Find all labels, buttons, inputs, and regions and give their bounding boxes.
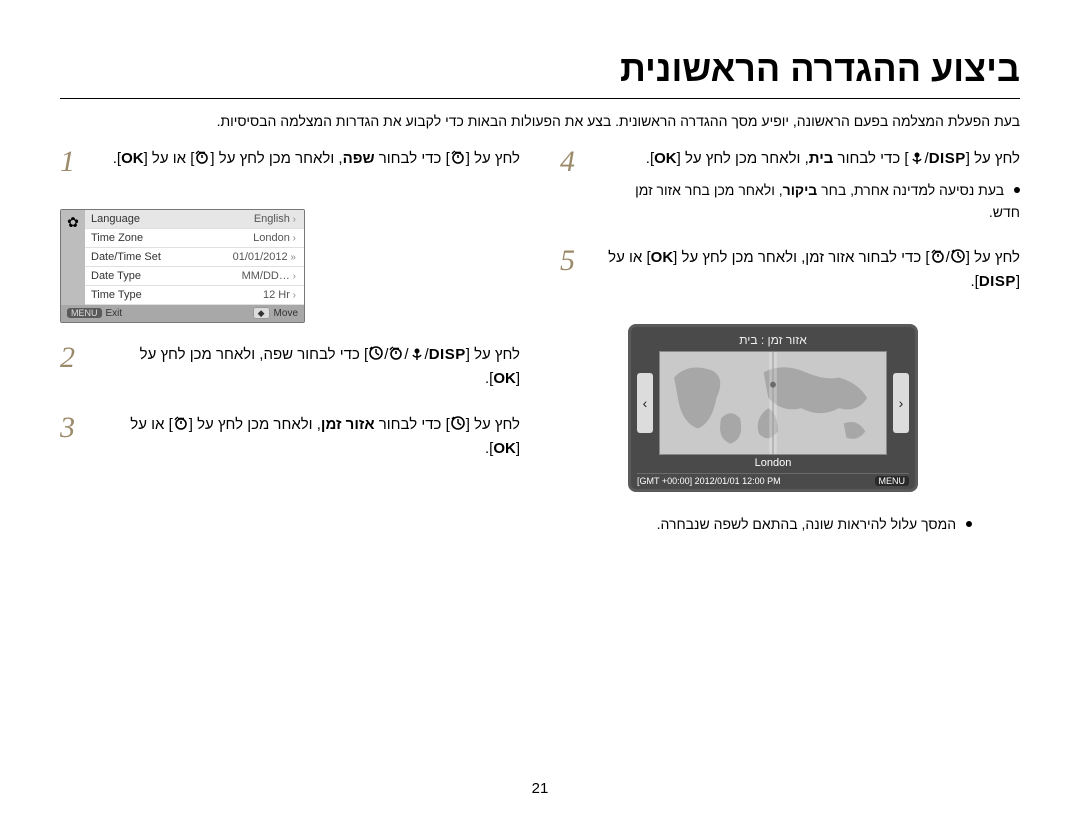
menu-row[interactable]: Date/Time Set 01/01/2012 <box>85 248 304 267</box>
menu-row-value: English <box>254 213 296 225</box>
menu-row-value: 12 Hr <box>263 289 296 301</box>
step-text: לחץ על [] כדי לבחור שפה, ולאחר מכן לחץ ע… <box>108 147 520 171</box>
key-icon <box>950 249 966 266</box>
menu-row[interactable]: Language English <box>85 210 304 229</box>
step-text: לחץ על [] כדי לבחור אזור זמן, ולאחר מכן … <box>108 413 520 461</box>
step-3: 3 לחץ על [] כדי לבחור אזור זמן, ולאחר מכן… <box>60 413 520 461</box>
next-zone-button[interactable]: › <box>893 373 909 433</box>
camera-settings-menu: ✿ Language English Time Zone London Date/Time… <box>60 209 305 323</box>
step-4: 4 לחץ על [DISP/] כדי לבחור בית, ולאחר מכן… <box>560 147 1020 224</box>
step-text: לחץ על [/] כדי לבחור אזור זמן, ולאחר מכן… <box>608 246 1020 294</box>
timezone-label: אזור זמן : בית <box>637 333 909 347</box>
step-number: 3 <box>60 413 92 443</box>
menu-row-label: Date/Time Set <box>91 251 161 263</box>
menu-row-label: Time Type <box>91 289 142 301</box>
key-icon <box>930 249 946 266</box>
key-icon <box>909 150 925 167</box>
timezone-status-left: [GMT +00:00] 2012/01/01 12:00 PM <box>637 476 781 486</box>
gear-icon: ✿ <box>61 210 85 305</box>
menu-badge[interactable]: MENU <box>875 476 910 486</box>
world-map <box>659 351 887 455</box>
step-number: 4 <box>560 147 592 177</box>
key-icon <box>194 150 210 167</box>
page-title: ביצוע ההגדרה הראשונית <box>60 48 1020 90</box>
menu-row[interactable]: Date Type MM/DD… <box>85 267 304 286</box>
key-icon <box>450 416 466 433</box>
step-number: 1 <box>60 147 92 177</box>
step-text: לחץ על [DISP///] כדי לבחור שפה, ולאחר מכ… <box>108 343 520 391</box>
menu-exit[interactable]: MENUExit <box>67 308 122 319</box>
prev-zone-button[interactable]: ‹ <box>637 373 653 433</box>
page-number: 21 <box>0 780 1080 797</box>
timezone-world-panel: אזור זמן : בית ‹ › London [GMT +00:00] 2012/… <box>628 324 918 492</box>
menu-row-value: London <box>253 232 296 244</box>
menu-row-label: Time Zone <box>91 232 143 244</box>
menu-row-label: Date Type <box>91 270 141 282</box>
menu-row-value: MM/DD… <box>242 270 296 282</box>
map-note: המסך עלול להיראות שונה, בהתאם לשפה שנבחר… <box>560 516 972 532</box>
step-text: לחץ על [DISP/] כדי לבחור בית, ולאחר מכן … <box>608 147 1020 224</box>
menu-row-label: Language <box>91 213 140 225</box>
step-2: 2 לחץ על [DISP///] כדי לבחור שפה, ולאחר מ… <box>60 343 520 391</box>
menu-move[interactable]: ◆Move <box>253 308 298 319</box>
key-icon <box>368 346 384 363</box>
key-icon <box>173 416 189 433</box>
selected-city: London <box>637 457 909 469</box>
menu-row[interactable]: Time Zone London <box>85 229 304 248</box>
step-number: 5 <box>560 246 592 276</box>
key-icon <box>450 150 466 167</box>
step-5: 5 לחץ על [/] כדי לבחור אזור זמן, ולאחר מכ… <box>560 246 1020 294</box>
menu-row[interactable]: Time Type 12 Hr <box>85 286 304 305</box>
menu-row-value: 01/01/2012 <box>233 251 296 263</box>
key-icon <box>409 346 425 363</box>
intro-text: בעת הפעלת המצלמה בפעם הראשונה, יופיע מסך… <box>60 113 1020 129</box>
step-1: 1 לחץ על [] כדי לבחור שפה, ולאחר מכן לחץ … <box>60 147 520 177</box>
step-number: 2 <box>60 343 92 373</box>
key-icon <box>388 346 404 363</box>
